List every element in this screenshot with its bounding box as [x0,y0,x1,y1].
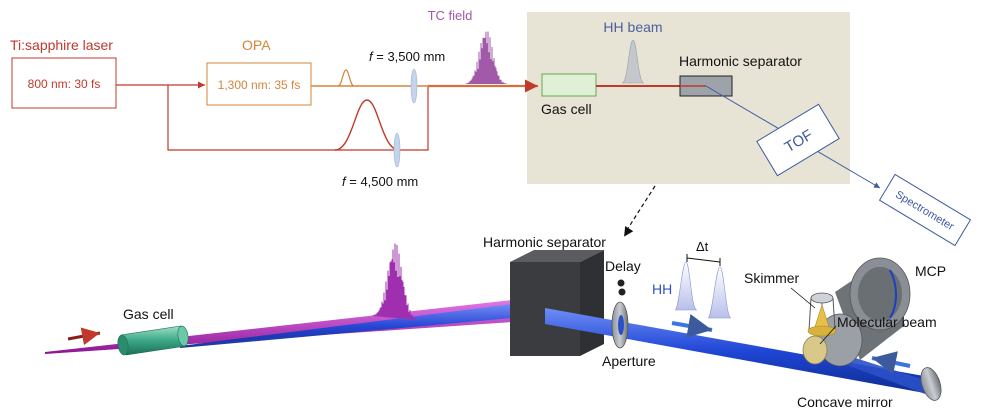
mcp-label: MCP [915,263,946,279]
opa-label: OPA [242,37,271,53]
tc-field-waveform [465,31,507,84]
concave-mirror [920,367,942,401]
concave-mirror-label: Concave mirror [797,394,893,409]
skimmer-label: Skimmer [744,270,800,286]
opa-box [206,62,312,106]
delay-stage-bottom [618,288,626,296]
schematic: Ti:sapphire laser 800 nm: 30 fs OPA 1,30… [10,8,972,247]
laser-label: Ti:sapphire laser [10,37,113,53]
lower-red-path [167,85,429,151]
molecular-beam-leader [819,325,837,345]
fundamental-pulse [334,99,400,151]
skimmer [807,292,837,337]
lens-lower [393,132,401,168]
harmonic-separator-block [510,250,604,356]
lens-upper-label: f = 3,500 mm [369,49,445,64]
laser-box-text: 800 nm: 30 fs [28,77,101,91]
lens-upper [410,68,418,104]
hh-label: HH [652,281,672,297]
tof-box: TOF [756,103,840,177]
rendering: Gas cell Harmonic separator Delay Apertu… [45,234,946,409]
spectrometer-box: Spectrometer [878,173,972,247]
tc-field-label: TC field [428,8,473,23]
delta-t-label: Δt [696,239,709,254]
gas-cell-3d-label: Gas cell [123,306,174,322]
hh-beam-main [545,308,935,394]
hh-beam-label: HH beam [603,19,662,35]
gas-cell-3d [117,325,189,356]
mcp-detector [817,257,911,367]
harmonic-separator-3d-label: Harmonic separator [483,234,606,250]
opa-box-text: 1,300 nm: 35 fs [218,78,301,92]
aperture [611,301,629,349]
gas-cell-label: Gas cell [541,101,592,117]
delta-t-bar [686,257,721,263]
delay-label: Delay [605,258,641,274]
driving-beam [45,300,512,354]
input-arrow [67,327,101,346]
molecular-beam-label: Molecular beam [837,314,937,330]
hh-pulse [621,39,645,84]
delay-stage-top [617,279,625,287]
aperture-label: Aperture [602,353,656,369]
hh-pulse-2 [707,266,732,319]
gas-cell-box [541,73,597,97]
skimmer-leader [790,287,816,309]
tc-field-waveform-3d [372,243,418,320]
harmonic-separator-label: Harmonic separator [679,53,802,69]
opa-pulse [337,69,355,87]
hh-pulse-1 [674,261,698,311]
beam-direction-arrow [671,314,713,338]
hh-beam-pre-separator [180,304,512,348]
lens-lower-label: f = 4,500 mm [342,174,418,189]
zoom-arrow [624,185,656,237]
reflected-direction-arrow [871,351,911,375]
laser-box [11,57,117,109]
